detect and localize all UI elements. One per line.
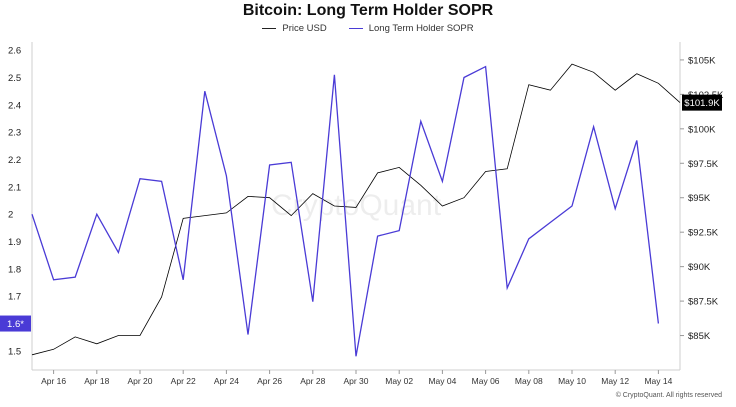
y-left-tick-label: 2: [8, 210, 13, 221]
x-tick-label: Apr 26: [257, 376, 282, 386]
legend-swatch-price: [262, 28, 277, 29]
y-right-tick-label: $92.5K: [688, 228, 719, 239]
y-left-tick-label: 2.6: [8, 46, 21, 57]
x-tick-label: Apr 20: [127, 376, 152, 386]
copyright-text: © CryptoQuant. All rights reserved: [615, 392, 722, 399]
y-right-tick-label: $105K: [688, 55, 716, 66]
chart-title: Bitcoin: Long Term Holder SOPR: [242, 2, 494, 19]
y-left-tick-label: 2.1: [8, 182, 21, 193]
sopr-line: [31, 65, 660, 357]
legend-label-sopr: Long Term Holder SOPR: [368, 23, 474, 34]
y-right-tick-label: $100K: [688, 124, 716, 135]
x-tick-label: May 02: [385, 376, 413, 386]
y-left-tick-label: 2.2: [8, 155, 21, 166]
legend: Price USD Long Term Holder SOPR: [0, 23, 736, 34]
x-tick-label: May 08: [515, 376, 543, 386]
legend-label-price: Price USD: [282, 23, 327, 34]
x-tick-label: Apr 30: [343, 376, 368, 386]
left-current-badge: [0, 315, 31, 332]
x-tick-label: Apr 28: [300, 376, 325, 386]
y-left-tick-label: 1.5: [8, 346, 21, 357]
y-left-tick-label: 1.9: [8, 237, 21, 248]
x-tick-label: Apr 22: [171, 376, 196, 386]
y-left-tick-label: 2.3: [8, 128, 21, 139]
y-left-tick-label: 2.5: [8, 73, 21, 84]
left-current-label: 1.6*: [7, 319, 24, 330]
x-tick-label: May 04: [428, 376, 456, 386]
y-left-tick-label: 2.4: [8, 100, 21, 111]
y-right-tick-label: $95K: [688, 193, 711, 204]
legend-item-sopr[interactable]: Long Term Holder SOPR: [348, 23, 474, 34]
right-current-label: $101.9K: [684, 98, 720, 109]
y-right-tick-label: $85K: [688, 331, 711, 342]
x-tick-label: May 06: [472, 376, 500, 386]
x-tick-label: May 14: [644, 376, 672, 386]
x-tick-label: Apr 16: [41, 376, 66, 386]
price-line: [31, 63, 681, 356]
x-tick-label: Apr 18: [84, 376, 109, 386]
x-tick-label: Apr 24: [214, 376, 239, 386]
y-right-tick-label: $90K: [688, 262, 711, 273]
legend-item-price[interactable]: Price USD: [262, 23, 327, 34]
y-left-tick-label: 1.7: [8, 292, 21, 303]
legend-swatch-sopr: [348, 28, 363, 29]
y-left-tick-label: 1.8: [8, 264, 21, 275]
right-current-badge: [682, 94, 722, 111]
x-tick-label: May 12: [601, 376, 629, 386]
y-right-tick-label: $97.5K: [688, 159, 719, 170]
y-right-tick-label: $87.5K: [688, 297, 719, 308]
x-tick-label: May 10: [558, 376, 586, 386]
